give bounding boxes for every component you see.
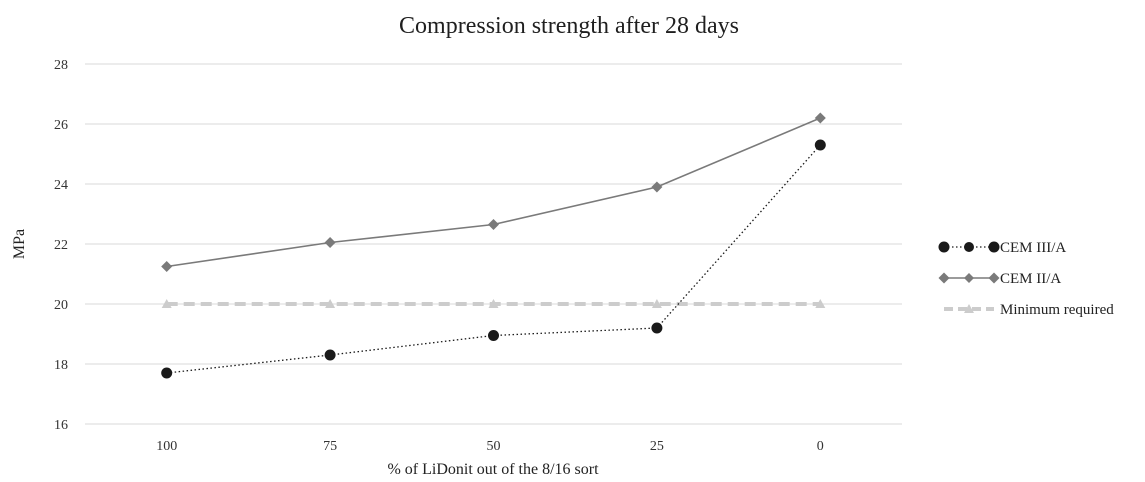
legend-marker — [938, 241, 950, 253]
y-tick-label: 28 — [54, 58, 68, 73]
series-cem-iii-a — [161, 139, 826, 379]
legend-marker — [964, 304, 974, 313]
x-tick-label: 100 — [156, 439, 177, 454]
x-tick-label: 0 — [817, 439, 824, 454]
data-point — [651, 181, 663, 193]
data-point — [161, 367, 173, 379]
legend-label: CEM II/A — [1000, 271, 1061, 287]
x-tick-label: 50 — [487, 439, 501, 454]
data-point — [815, 299, 826, 308]
legend-item: CEM II/A — [938, 271, 1061, 287]
legend-label: CEM III/A — [1000, 240, 1066, 256]
data-point — [488, 299, 499, 308]
data-point — [651, 322, 663, 334]
series-minimum-required — [161, 299, 826, 308]
chart-title: Compression strength after 28 days — [399, 13, 739, 39]
legend-label: Minimum required — [1000, 302, 1114, 318]
data-point — [814, 139, 826, 151]
series-lines — [161, 112, 826, 379]
y-tick-label: 20 — [54, 298, 68, 313]
legend-item: CEM III/A — [938, 240, 1066, 256]
legend-item: Minimum required — [944, 302, 1114, 318]
x-axis-label: % of LiDonit out of the 8/16 sort — [387, 461, 599, 478]
y-tick-label: 24 — [54, 178, 68, 193]
y-axis-label: MPa — [11, 229, 28, 259]
y-axis-ticks: 16 18 20 22 24 26 28 — [54, 58, 68, 433]
data-point — [324, 237, 336, 248]
data-point — [161, 299, 172, 308]
series-cem-ii-a — [161, 112, 826, 272]
y-tick-label: 22 — [54, 238, 68, 253]
legend-marker — [988, 272, 1000, 284]
data-point — [814, 112, 826, 124]
data-point — [161, 261, 173, 272]
legend-marker — [964, 273, 974, 283]
y-tick-label: 18 — [54, 358, 68, 373]
data-point — [324, 349, 336, 361]
grid-lines — [85, 63, 902, 425]
x-tick-label: 75 — [323, 439, 337, 454]
x-axis-ticks: 100 75 50 25 0 — [156, 439, 824, 454]
x-tick-label: 25 — [650, 439, 664, 454]
legend-marker — [964, 242, 974, 252]
data-point — [651, 299, 662, 308]
legend: CEM III/A CEM II/A Minimum required — [938, 240, 1114, 318]
y-tick-label: 26 — [54, 118, 68, 133]
data-point — [488, 219, 499, 230]
legend-marker — [988, 241, 1000, 253]
legend-marker — [938, 272, 950, 284]
data-point — [325, 299, 336, 308]
y-tick-label: 16 — [54, 418, 68, 433]
data-point — [488, 330, 499, 341]
